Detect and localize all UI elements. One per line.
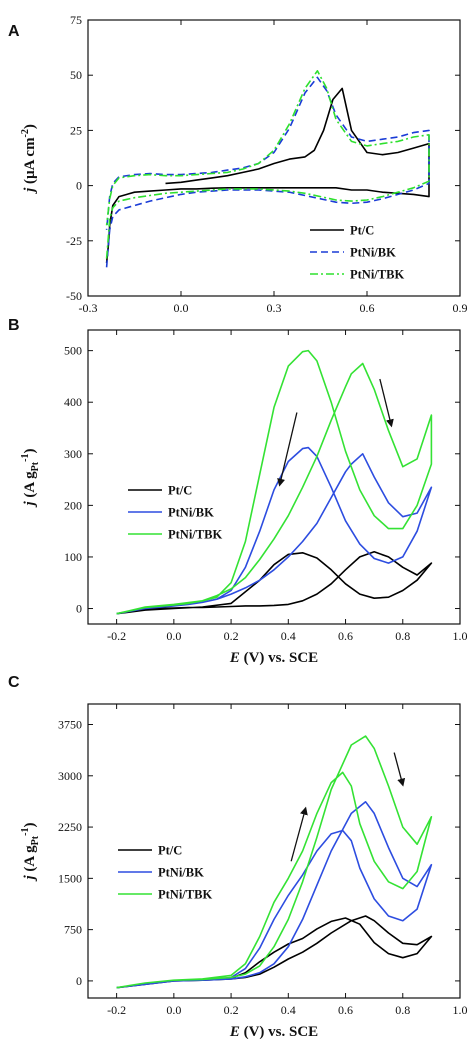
legend-label: PtNi/TBK: [350, 268, 404, 282]
series-group: [105, 70, 430, 268]
plot-frame: [87, 329, 461, 625]
series-group: [116, 349, 433, 615]
y-title-superscript: -1: [20, 454, 31, 462]
panel-letter-A: A: [8, 23, 20, 40]
plot-frame: [87, 19, 461, 297]
y-tick-label: 50: [70, 68, 82, 82]
x-title-symbol: E: [229, 650, 240, 666]
x-tick-label: -0.2: [107, 629, 126, 643]
x-tick-label: 0.6: [360, 301, 375, 315]
x-title-unit: (V) vs. SCE: [240, 1024, 318, 1040]
series-line-ptni-bk: [116, 446, 433, 615]
series-group: [116, 735, 433, 989]
legend-label: Pt/C: [168, 484, 192, 498]
x-title-unit: (V) vs. SCE: [240, 650, 318, 666]
scan-direction-arrow-2: [393, 752, 406, 787]
y-title-unit: (A g: [22, 471, 38, 502]
x-tick-label: 0.6: [338, 1003, 353, 1017]
y-title-unit: (µA cm: [22, 137, 38, 188]
y-tick-label: 750: [64, 923, 82, 937]
legend-label: Pt/C: [158, 844, 182, 858]
panel-letter-C: C: [8, 674, 20, 691]
series-line-ptni-tbk: [105, 70, 430, 259]
legend: Pt/C PtNi/BK PtNi/TBK: [310, 224, 404, 282]
x-tick-label: 0.3: [267, 301, 282, 315]
panel-letter-B: B: [8, 317, 20, 334]
y-title-close: ): [22, 449, 38, 454]
legend-label: PtNi/BK: [158, 866, 204, 880]
y-title-subscript: Pt: [30, 461, 41, 471]
y-title-close: ): [22, 823, 38, 828]
y-tick-label: -50: [66, 289, 82, 303]
y-axis-title: j (µA cm-2): [20, 124, 38, 194]
x-tick-label: 0.0: [166, 629, 181, 643]
legend-label: PtNi/TBK: [158, 888, 212, 902]
series-line-ptni-tbk: [116, 349, 433, 615]
x-title-symbol: E: [229, 1024, 240, 1040]
series-line-ptni-tbk: [116, 735, 433, 989]
scan-direction-arrow-1: [290, 806, 308, 862]
y-tick-label: -25: [66, 234, 82, 248]
series-line-ptni-bk: [105, 76, 430, 268]
x-tick-label: 0.8: [395, 1003, 410, 1017]
x-tick-label: 0.8: [395, 629, 410, 643]
x-tick-label: 0.4: [281, 629, 296, 643]
y-title-subscript: Pt: [30, 835, 41, 845]
series-line-pt-c: [105, 87, 430, 263]
series-line-pt-c: [116, 915, 433, 989]
y-tick-label: 200: [64, 498, 82, 512]
y-tick-label: 3000: [58, 769, 82, 783]
legend-label: PtNi/TBK: [168, 528, 222, 542]
x-tick-label: -0.2: [107, 1003, 126, 1017]
y-tick-label: 0: [76, 179, 82, 193]
legend-label: PtNi/BK: [168, 506, 214, 520]
y-title-close: ): [22, 124, 38, 129]
x-tick-label: 0.0: [166, 1003, 181, 1017]
y-tick-label: 0: [76, 974, 82, 988]
panel-C: C -0.2 0.0 0.2 0.4 0.6 0.8 1.0 0 750 1500 2250 3000 3…: [8, 674, 468, 1040]
series-line-ptni-bk: [116, 801, 433, 989]
x-axis-title: E (V) vs. SCE: [229, 650, 318, 666]
scan-direction-arrow-2: [379, 378, 394, 428]
x-tick-label: 0.6: [338, 629, 353, 643]
legend-label: PtNi/BK: [350, 246, 396, 260]
x-axis-title: E (V) vs. SCE: [229, 1024, 318, 1040]
y-title-unit: (A g: [22, 845, 38, 876]
y-tick-label: 0: [76, 602, 82, 616]
y-tick-label: 1500: [58, 871, 82, 885]
y-tick-label: 75: [70, 13, 82, 27]
x-tick-label: 1.0: [453, 629, 468, 643]
y-title-symbol: j: [22, 187, 38, 194]
y-tick-label: 400: [64, 395, 82, 409]
x-tick-label: 0.4: [281, 1003, 296, 1017]
x-tick-label: 0.9: [453, 301, 468, 315]
x-tick-label: 1.0: [453, 1003, 468, 1017]
y-tick-label: 500: [64, 344, 82, 358]
y-tick-label: 25: [70, 123, 82, 137]
y-title-symbol: j: [22, 874, 38, 881]
y-tick-label: 100: [64, 550, 82, 564]
legend: Pt/C PtNi/BK PtNi/TBK: [128, 484, 222, 542]
y-title-superscript: -2: [20, 129, 31, 137]
y-title-superscript: -1: [20, 828, 31, 836]
y-axis-title: j (A gPt-1): [20, 449, 41, 508]
x-tick-label: 0.0: [174, 301, 189, 315]
scan-direction-arrow-1: [277, 412, 298, 487]
x-tick-label: 0.2: [224, 1003, 239, 1017]
x-tick-label: 0.2: [224, 629, 239, 643]
legend-label: Pt/C: [350, 224, 374, 238]
panel-B: B -0.2 0.0 0.2 0.4 0.6 0.8 1.0 0 100 200 300 400 500 j…: [8, 317, 468, 666]
plot-frame: [87, 703, 461, 999]
y-axis-title: j (A gPt-1): [20, 823, 41, 882]
legend: Pt/C PtNi/BK PtNi/TBK: [118, 844, 212, 902]
x-tick-label: -0.3: [79, 301, 98, 315]
y-tick-label: 300: [64, 447, 82, 461]
series-line-pt-c: [116, 551, 433, 615]
y-tick-label: 3750: [58, 718, 82, 732]
y-tick-label: 2250: [58, 820, 82, 834]
panel-A: A -0.3 0.0 0.3 0.6 0.9 -50 -25 0 25 50 75 j (µA cm-2…: [8, 13, 468, 315]
y-title-symbol: j: [22, 500, 38, 507]
